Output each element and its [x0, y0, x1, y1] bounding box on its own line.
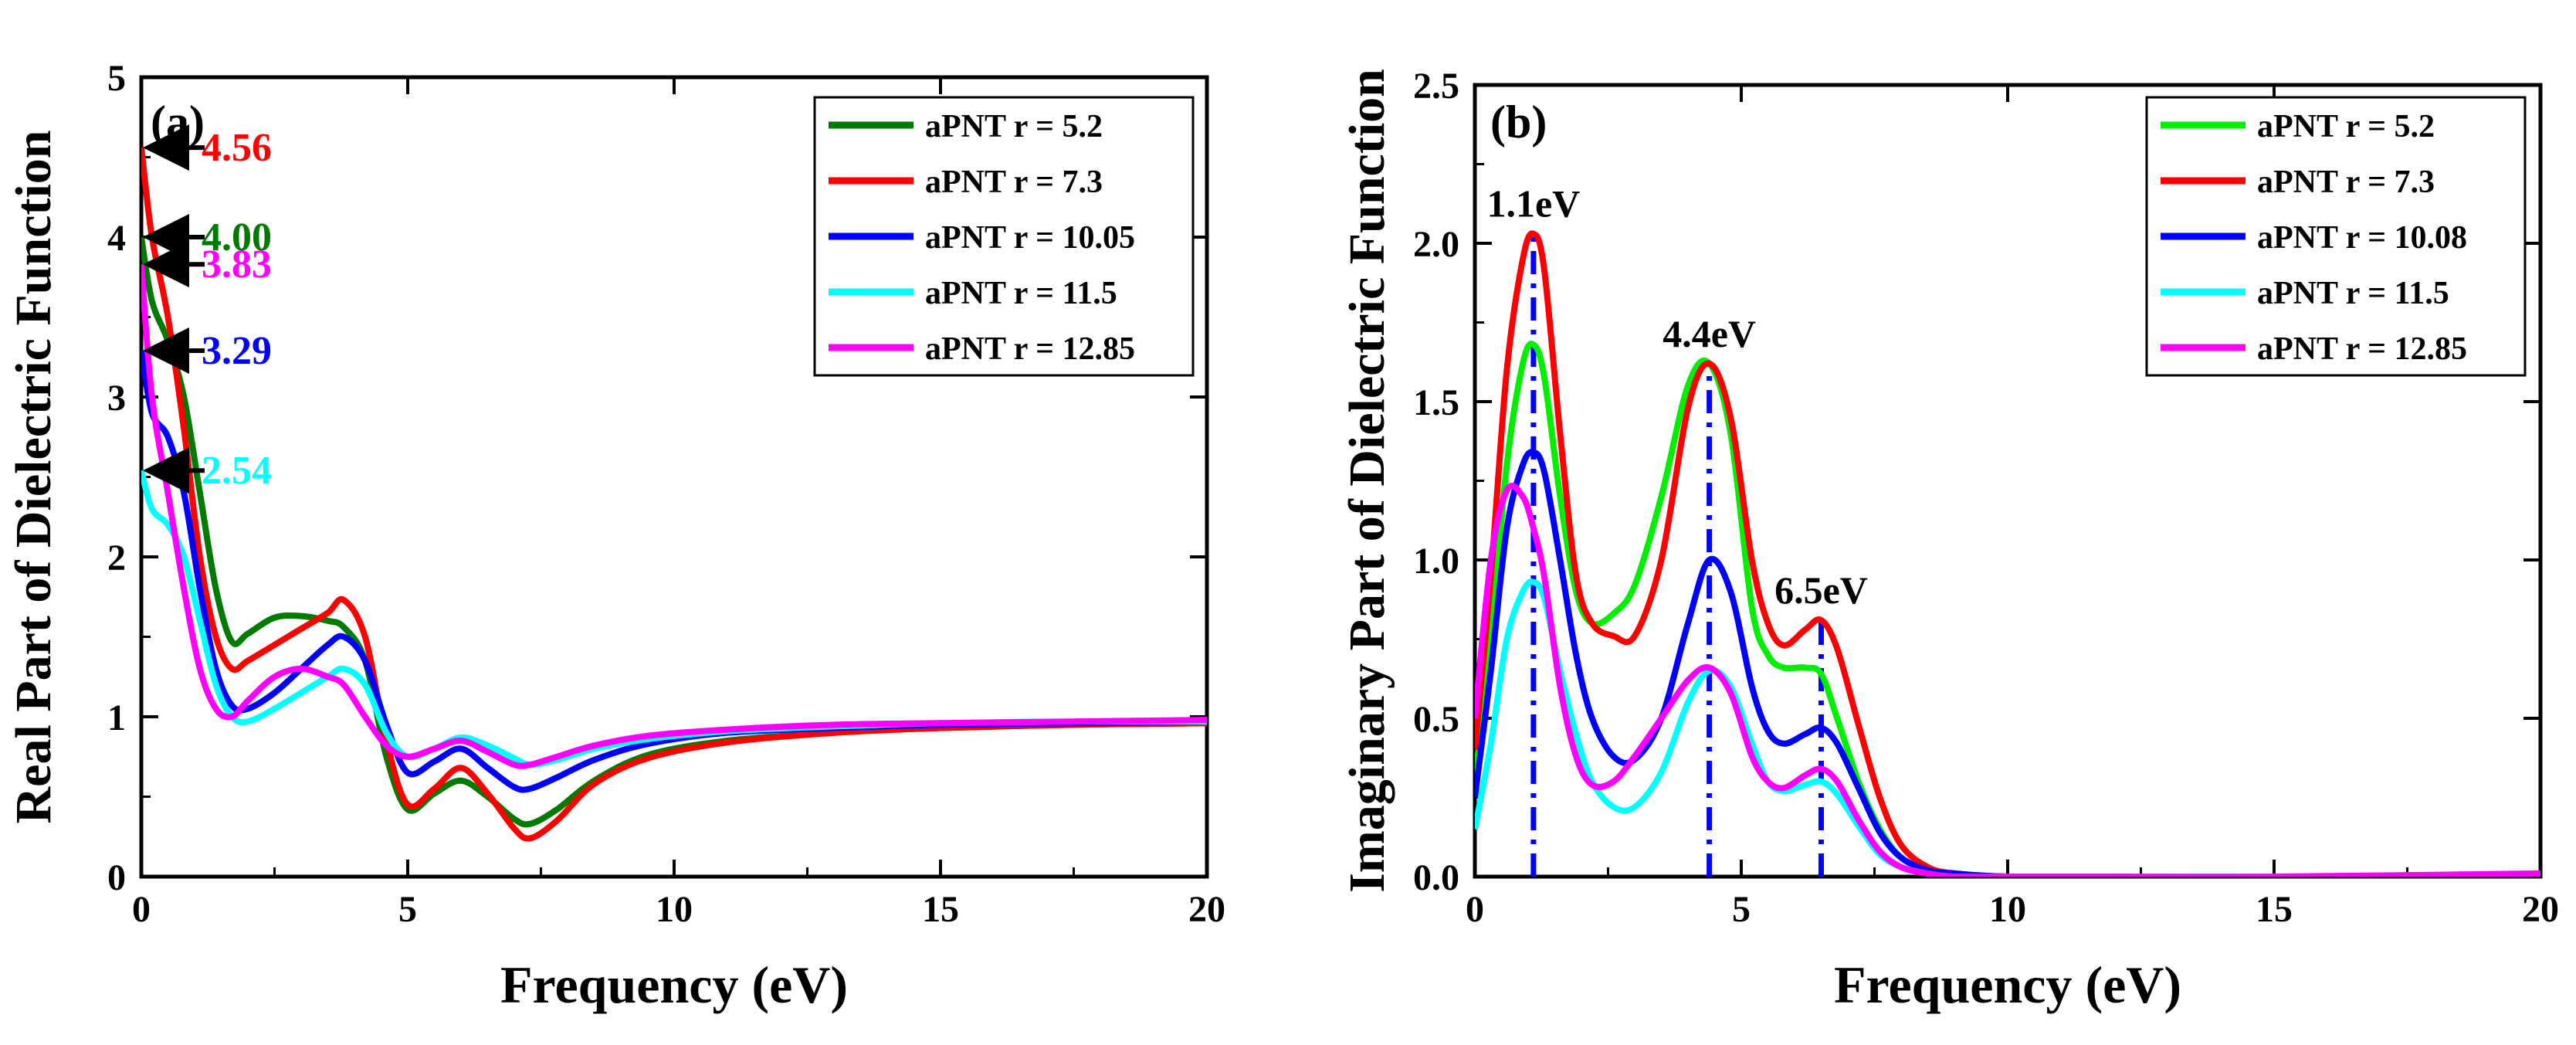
chart-b-peak-label: 6.5eV — [1774, 568, 1868, 612]
chart-b-y-tick-label: 2.0 — [1413, 224, 1459, 265]
chart-b-y-tick-label: 1.5 — [1413, 382, 1459, 423]
chart-b-y-tick-label: 0.5 — [1413, 699, 1459, 740]
chart-b-legend-label: aPNT r = 7.3 — [2257, 165, 2435, 200]
chart-a-x-tick-label: 15 — [922, 889, 959, 930]
chart-a-legend: aPNT r = 5.2 aPNT r = 7.3 aPNT r = 10.05 aP… — [813, 96, 1195, 377]
chart-a-series-group — [141, 147, 1207, 842]
chart-a-series-line-2 — [141, 147, 1207, 842]
chart-a-legend-label: aPNT r = 12.85 — [925, 331, 1135, 367]
chart-b-legend-label: aPNT r = 12.85 — [2257, 331, 2467, 367]
chart-a-x-tick-label: 5 — [398, 889, 417, 930]
chart-a-legend-label: aPNT r = 5.2 — [925, 109, 1103, 144]
chart-a-y-tick-label: 1 — [107, 697, 126, 738]
chart-b-x-tick-label: 15 — [2256, 889, 2293, 930]
chart-b-series-line-4 — [1475, 578, 2540, 877]
chart-b-x-tick-label: 20 — [2522, 889, 2559, 930]
chart-a-annotation-label: 3.29 — [202, 329, 272, 373]
chart-b-series-group — [1475, 230, 2540, 877]
chart-b-legend: aPNT r = 5.2 aPNT r = 7.3 aPNT r = 10.08 aP… — [2145, 96, 2527, 377]
chart-a-y-tick-label: 2 — [107, 538, 126, 578]
chart-b-peak-label: 4.4eV — [1663, 312, 1756, 355]
chart-a-annotation-label: 2.54 — [202, 449, 272, 493]
chart-a-legend-label: aPNT r = 7.3 — [925, 165, 1103, 200]
chart-a-y-tick-label: 4 — [107, 218, 126, 259]
chart-b-y-tick-label: 2.5 — [1413, 66, 1459, 107]
chart-b-legend-label: aPNT r = 5.2 — [2257, 109, 2435, 144]
chart-b-x-axis-label: Frequency (eV) — [1834, 955, 2181, 1014]
chart-a-x-tick-label: 10 — [656, 889, 693, 930]
chart-a-annotation-label: 4.00 — [202, 215, 272, 260]
chart-b-legend-label: aPNT r = 10.08 — [2257, 220, 2467, 256]
chart-a-legend-label: aPNT r = 11.5 — [925, 276, 1117, 311]
chart-a-annotation-label: 3.83 — [202, 243, 272, 287]
chart-b-peak-label: 1.1eV — [1486, 182, 1580, 226]
chart-a-legend-label: aPNT r = 10.05 — [925, 220, 1135, 256]
chart-b-y-tick-label: 0.0 — [1413, 857, 1459, 898]
chart-b-x-tick-label: 5 — [1732, 889, 1751, 930]
chart-a-x-axis-label: Frequency (eV) — [500, 955, 848, 1014]
chart-a-annotation-label: 4.56 — [202, 126, 272, 170]
chart-b-series-line-1 — [1475, 341, 2540, 877]
chart-b-series-line-5 — [1475, 483, 2540, 877]
chart-b-x-tick-label: 10 — [1989, 889, 2026, 930]
chart-b-y-axis-label: Imaginary Part of Dielectric Function — [1339, 69, 1395, 893]
chart-a-y-tick-label: 3 — [107, 378, 126, 419]
chart-b-series-line-3 — [1475, 449, 2540, 877]
chart-panel-b: 0 5 10 15 20 0.0 0.5 1.0 1.5 2.0 2.5 Frequency (eV)… — [1339, 66, 2559, 1014]
chart-b-panel-label: (b) — [1490, 97, 1547, 148]
chart-b-x-tick-label: 0 — [1466, 889, 1484, 930]
chart-a-x-tick-label: 20 — [1188, 889, 1225, 930]
chart-b-legend-label: aPNT r = 11.5 — [2257, 276, 2449, 311]
chart-b-y-tick-label: 1.0 — [1413, 541, 1459, 582]
chart-a-y-axis-label: Real Part of Dielectric Function — [5, 130, 62, 823]
chart-a-series-line-5 — [141, 263, 1207, 769]
chart-panel-a: 0 5 10 15 20 0 1 2 3 4 5 Frequency (eV) Real Part of… — [5, 58, 1225, 1014]
chart-a-x-tick-label: 0 — [132, 889, 151, 930]
chart-a-panel-label: (a) — [151, 97, 205, 148]
chart-a-y-tick-label: 5 — [107, 58, 126, 99]
chart-a-y-tick-label: 0 — [107, 857, 126, 898]
